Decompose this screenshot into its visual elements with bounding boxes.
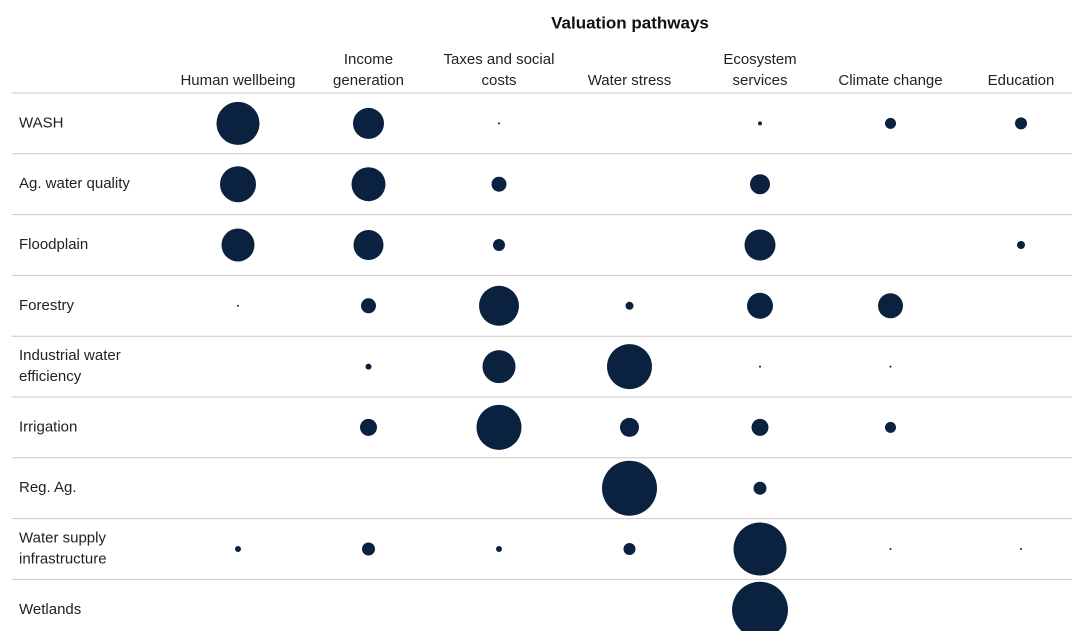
bubble bbox=[476, 404, 522, 450]
column-header: Climate change bbox=[838, 72, 942, 89]
column-header: generation bbox=[333, 72, 404, 89]
column-header: Human wellbeing bbox=[180, 72, 295, 89]
chart-title: Valuation pathways bbox=[551, 13, 709, 32]
bubble bbox=[607, 344, 652, 390]
row-label: WASH bbox=[19, 114, 63, 131]
row-label: Forestry bbox=[19, 297, 75, 314]
bubble bbox=[479, 285, 519, 326]
bubble bbox=[889, 548, 892, 550]
bubble bbox=[235, 546, 241, 552]
row-label: Reg. Ag. bbox=[19, 479, 77, 496]
column-header: Ecosystem bbox=[723, 51, 796, 68]
row-label: efficiency bbox=[19, 368, 82, 385]
bubble bbox=[353, 107, 384, 139]
bubble bbox=[361, 298, 376, 314]
bubble bbox=[1020, 548, 1022, 550]
column-header: costs bbox=[481, 72, 516, 89]
bubble bbox=[602, 460, 657, 516]
bubble bbox=[889, 365, 892, 368]
row-label: Irrigation bbox=[19, 418, 77, 435]
bubble bbox=[878, 293, 903, 319]
bubble bbox=[493, 239, 505, 251]
row-label: Industrial water bbox=[19, 347, 121, 364]
bubble bbox=[750, 174, 770, 195]
column-header: Education bbox=[988, 72, 1055, 89]
bubble bbox=[221, 228, 255, 262]
bubble bbox=[237, 304, 239, 307]
bubble bbox=[751, 418, 769, 436]
column-header: Income bbox=[344, 51, 393, 68]
bubble bbox=[482, 350, 516, 384]
bubble bbox=[216, 101, 260, 145]
bubble bbox=[759, 365, 761, 368]
bubble bbox=[732, 581, 788, 631]
column-header: Taxes and social bbox=[444, 51, 555, 68]
bubble bbox=[1017, 241, 1025, 249]
bubble bbox=[623, 543, 636, 555]
bubble bbox=[491, 176, 507, 192]
bubble bbox=[744, 229, 776, 261]
bubble bbox=[362, 542, 375, 556]
row-label: infrastructure bbox=[19, 550, 107, 567]
bubble bbox=[365, 363, 372, 370]
bubble bbox=[351, 167, 386, 202]
bubble bbox=[747, 292, 773, 319]
bubble bbox=[625, 301, 634, 310]
bubble bbox=[758, 121, 762, 126]
column-header: Water stress bbox=[588, 72, 672, 89]
bubble bbox=[220, 166, 256, 203]
bubble bbox=[1015, 117, 1027, 130]
row-label: Water supply bbox=[19, 529, 106, 546]
bubble bbox=[353, 230, 384, 260]
bubble bbox=[620, 417, 639, 437]
row-label: Ag. water quality bbox=[19, 175, 130, 192]
column-header: services bbox=[732, 72, 787, 89]
bubble bbox=[753, 481, 767, 495]
row-label: Floodplain bbox=[19, 236, 88, 253]
bubble bbox=[360, 418, 377, 436]
bubble bbox=[498, 122, 500, 125]
bubble bbox=[885, 421, 896, 433]
row-label: Wetlands bbox=[19, 601, 81, 618]
bubble bbox=[885, 117, 896, 129]
bubble bbox=[496, 546, 502, 552]
bubble bbox=[733, 522, 787, 576]
